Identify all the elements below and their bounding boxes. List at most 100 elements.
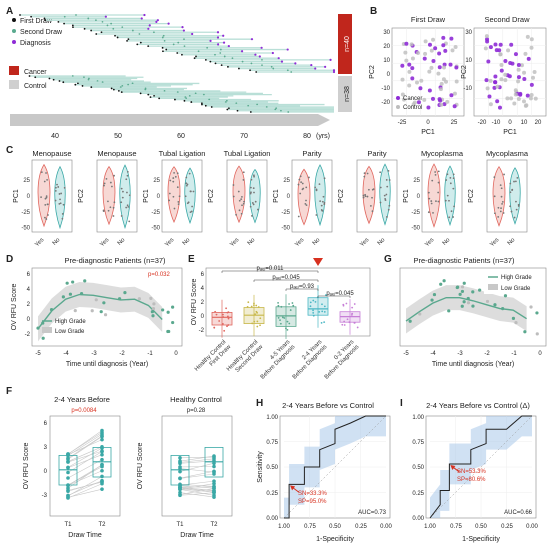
c-ytick: 25 [413, 178, 420, 184]
diagnosis-point [260, 46, 263, 49]
c-point [320, 204, 323, 207]
h-ytick: 0.50 [266, 465, 278, 471]
c-point [379, 171, 382, 174]
e-point [289, 309, 292, 311]
c-violin-no [509, 167, 521, 225]
e-point [351, 306, 354, 309]
f-point [212, 454, 216, 458]
c-point [126, 204, 129, 207]
c-point [46, 179, 48, 181]
e-point [341, 323, 344, 326]
legend-diagnosis: Diagnosis [20, 40, 51, 47]
c-ytick: -50 [411, 226, 420, 232]
c-point [299, 192, 302, 195]
e-point [246, 305, 249, 308]
c-point [250, 178, 253, 181]
c-point [125, 178, 128, 181]
c-xtick: No [312, 237, 322, 247]
b-point-cancer [407, 62, 412, 67]
f-point [178, 493, 182, 498]
e-point [309, 305, 312, 308]
b-point-control [499, 77, 504, 82]
d-xlabel: Time until diagnosis (Year) [66, 361, 148, 368]
b-point-cancer [503, 59, 508, 64]
g-xtick: -3 [457, 351, 463, 357]
c-point [493, 195, 496, 198]
f-point [100, 457, 104, 462]
b-point-control [533, 96, 538, 101]
b-point-control [516, 79, 521, 84]
c-title: Tubal Ligation [159, 149, 206, 158]
e-point [251, 322, 254, 325]
b-point-cancer [487, 94, 492, 99]
e-point [343, 320, 346, 323]
c-point [366, 195, 369, 198]
b-point-control [407, 83, 412, 88]
f-ytick: -3 [42, 493, 48, 499]
e-yticks: 6 4 2 0 -2 [199, 272, 205, 334]
patient-point [418, 312, 422, 316]
diagnosis-point [240, 50, 244, 53]
patient-point [150, 310, 154, 314]
c-point [315, 214, 318, 216]
c-violin-yes [492, 165, 506, 227]
b-point-control [439, 81, 444, 86]
b-point-control [523, 51, 528, 56]
b-point-cancer [438, 98, 443, 103]
diagnosis-point [143, 13, 146, 17]
b-point-cancer [416, 100, 421, 105]
panel-i-label: I [400, 398, 403, 409]
legend-first: First Draw [20, 18, 53, 25]
e-point [226, 311, 229, 314]
a-xunit: (yrs) [316, 133, 330, 140]
diagnosis-point [209, 39, 212, 43]
c-violin-yes [427, 163, 441, 228]
d-xtick: -5 [35, 351, 41, 357]
c-point [379, 186, 382, 189]
c-ylabel: PC2 [468, 189, 475, 203]
i-xtick: 0.50 [475, 524, 487, 530]
e-point [288, 322, 291, 325]
e-point [343, 324, 346, 326]
diagnosis-point [277, 57, 280, 60]
first-draw-point [149, 96, 152, 99]
g-xtick: -5 [403, 351, 409, 357]
f-point [100, 462, 104, 467]
c-point [510, 210, 513, 213]
b-point-control [516, 96, 521, 101]
b-point-cancer [488, 45, 493, 50]
b-point-cancer [437, 51, 442, 56]
b-xtick-r: 10 [521, 120, 528, 126]
c-title: Parity [367, 149, 386, 158]
patient-point [71, 280, 75, 284]
b-point-cancer [494, 48, 499, 53]
c-point [40, 196, 42, 198]
c-point [46, 203, 49, 206]
second-draw-point [121, 85, 124, 87]
f-point [100, 428, 104, 433]
c-point [446, 173, 449, 176]
patient-point [83, 279, 87, 283]
h-ytick: 0.00 [266, 516, 278, 522]
panel-c: C Menopause PC1 Yes No 25 0 -25 -50 Menopause PC2… [6, 145, 529, 248]
first-draw-point [226, 108, 229, 111]
f-pair-line [179, 455, 215, 462]
c-point [437, 170, 440, 173]
f-pair-line [179, 492, 215, 496]
b-xlabel-right: PC1 [503, 129, 517, 136]
d-xtick: -1 [147, 351, 153, 357]
c-point [107, 200, 109, 203]
c-point [386, 185, 389, 188]
f-xtick: T1 [64, 522, 72, 528]
f-point [100, 468, 104, 473]
diagnosis-point [140, 17, 143, 20]
b-title-first: First Draw [411, 15, 446, 24]
b-point-control [522, 70, 527, 75]
e-box [275, 306, 297, 327]
patient-point [466, 301, 471, 305]
first-draw-point [95, 33, 98, 35]
c-point [448, 199, 450, 202]
patient-point [432, 292, 437, 297]
c-violin-yes [232, 165, 246, 224]
second-draw-point [261, 64, 263, 66]
